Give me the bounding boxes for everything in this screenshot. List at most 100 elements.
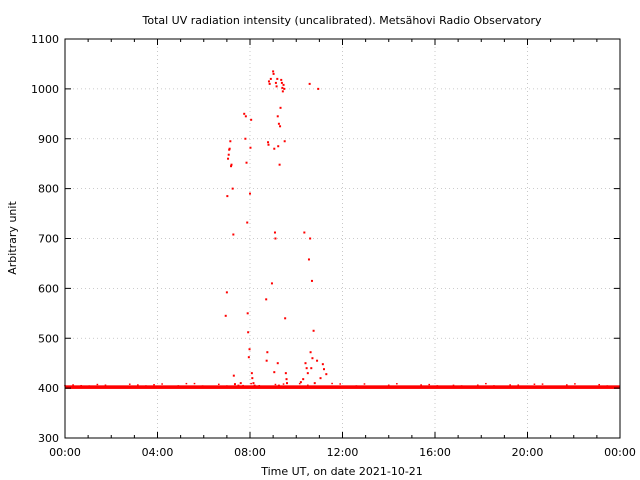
data-point <box>248 348 251 351</box>
baseline-point <box>128 383 131 385</box>
baseline-point <box>226 385 228 387</box>
baseline-point <box>412 385 414 388</box>
data-point <box>250 118 253 121</box>
data-point <box>245 161 248 164</box>
baseline-point <box>371 386 374 388</box>
data-point <box>272 70 275 73</box>
data-point <box>227 153 230 156</box>
data-point <box>246 221 249 224</box>
baseline-point <box>444 386 447 389</box>
data-point <box>308 82 311 85</box>
data-point <box>266 351 269 354</box>
data-point <box>244 137 247 140</box>
data-point <box>312 329 315 332</box>
baseline-point <box>72 384 74 386</box>
baseline-point <box>282 383 285 385</box>
baseline-point <box>193 382 196 385</box>
data-point <box>265 298 268 301</box>
x-tick-labels: 00:00 04:00 08:00 12:00 16:00 20:00 00:00 <box>49 446 636 459</box>
y-tick-label: 700 <box>38 233 59 246</box>
data-point <box>310 367 313 370</box>
data-point <box>277 145 280 148</box>
baseline-point <box>347 386 350 388</box>
baseline-point <box>120 386 123 389</box>
data-point <box>276 362 279 365</box>
data-point <box>313 382 316 385</box>
baseline-point <box>541 383 544 385</box>
baseline-point <box>177 385 180 387</box>
baseline-point <box>242 384 244 387</box>
data-point <box>274 237 277 240</box>
baseline-point <box>476 384 479 386</box>
data-point <box>224 314 227 317</box>
baseline-point <box>598 383 600 386</box>
data-point <box>321 363 324 366</box>
baseline-point <box>137 384 139 386</box>
baseline-point <box>307 384 309 386</box>
baseline-point <box>460 385 463 387</box>
data-point <box>303 231 306 234</box>
baseline-point <box>525 386 528 389</box>
data-point <box>247 356 250 359</box>
data-point <box>276 115 279 118</box>
y-tick-label: 800 <box>38 183 59 196</box>
data-point <box>305 367 308 370</box>
data-point <box>309 237 312 240</box>
y-tick-labels: 300 400 500 600 700 800 900 1000 1100 <box>31 33 59 445</box>
data-point <box>311 357 314 360</box>
data-point <box>253 384 256 387</box>
baseline-point <box>290 386 293 388</box>
baseline-point <box>574 383 576 385</box>
baseline-point <box>209 386 212 388</box>
baseline-point <box>396 383 398 385</box>
data-point <box>325 373 328 376</box>
data-point <box>239 382 242 385</box>
data-point <box>279 125 282 128</box>
baseline-point <box>404 386 406 388</box>
data-point <box>283 140 286 143</box>
baseline-point <box>582 385 584 388</box>
data-point <box>250 372 253 375</box>
baseline-point <box>509 384 511 386</box>
data-point <box>269 77 272 80</box>
data-point <box>252 382 255 385</box>
axis-ticks <box>64 38 621 439</box>
baseline-point <box>501 386 503 389</box>
data-point <box>275 85 278 88</box>
data-point <box>229 140 232 143</box>
data-point <box>277 122 280 125</box>
baseline-point <box>323 385 325 388</box>
baseline-point <box>420 384 422 386</box>
baseline-point <box>185 382 188 385</box>
data-point <box>226 195 229 198</box>
baseline-point <box>566 384 568 386</box>
baseline-point <box>153 384 155 386</box>
data-point <box>237 384 240 387</box>
data-point <box>244 115 247 118</box>
data-point <box>281 86 284 89</box>
data-point <box>307 258 310 261</box>
baseline-trace <box>65 385 620 389</box>
data-point <box>267 141 270 144</box>
data-points <box>224 70 328 387</box>
data-point <box>281 90 284 93</box>
data-point <box>274 81 277 84</box>
x-axis-label: Time UT, on date 2021-10-21 <box>260 465 423 478</box>
data-point <box>231 187 234 190</box>
baseline-point <box>331 382 333 385</box>
baseline-point <box>355 385 358 387</box>
data-point <box>249 146 252 149</box>
data-point <box>247 331 250 334</box>
data-point <box>273 147 276 150</box>
data-point <box>246 312 249 315</box>
data-point <box>225 291 228 294</box>
baseline-point <box>274 383 277 386</box>
data-point <box>228 147 231 150</box>
data-point <box>286 382 288 385</box>
x-tick-label: 04:00 <box>142 446 174 459</box>
data-point <box>249 192 251 195</box>
baseline-point <box>379 386 382 388</box>
data-point <box>272 72 275 75</box>
baseline-point <box>266 385 269 388</box>
data-point <box>230 165 233 168</box>
